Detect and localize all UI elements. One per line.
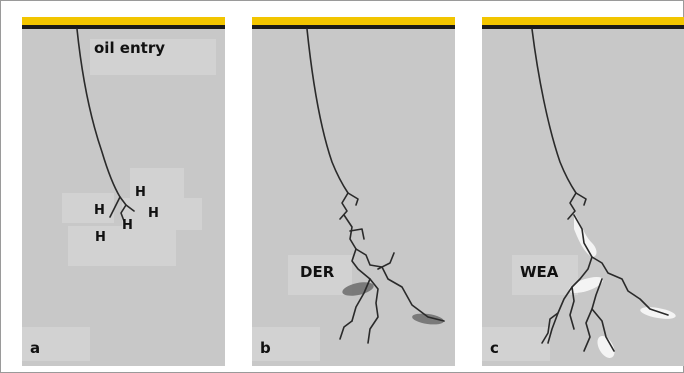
panel-a: oil entry H H H H H a <box>22 17 225 366</box>
hydrogen-marker: H <box>135 185 146 200</box>
rail-surface-yellow <box>482 17 684 25</box>
label-box-h-top <box>130 168 184 198</box>
der-label: DER <box>300 263 335 281</box>
rail-surface-dark <box>22 25 225 29</box>
label-box-oil-entry <box>90 39 216 75</box>
panel-b: DER b <box>252 17 455 366</box>
crack <box>76 28 135 222</box>
panel-a-drawing <box>22 17 225 361</box>
label-box-h-left <box>62 193 114 223</box>
panel-letter: a <box>30 339 41 357</box>
label-box-wea <box>512 255 578 295</box>
label-box-der <box>288 255 352 295</box>
hydrogen-marker: H <box>95 230 106 245</box>
derivative-stain <box>342 282 444 325</box>
hydrogen-marker: H <box>122 218 133 233</box>
panel-letter: c <box>490 339 499 357</box>
crack-network <box>531 28 669 352</box>
hydrogen-marker: H <box>148 206 159 221</box>
panel-c: WEA c <box>482 17 684 366</box>
rail-surface-yellow <box>22 17 225 25</box>
panel-c-drawing <box>482 17 684 361</box>
rail-surface-dark <box>252 25 455 29</box>
label-box-h-right <box>122 198 202 230</box>
oil-entry-label: oil entry <box>94 39 166 57</box>
label-box-h-bottom <box>68 226 176 266</box>
label-box-letter-c <box>482 327 550 361</box>
panel-letter: b <box>260 339 271 357</box>
wea-label: WEA <box>520 263 559 281</box>
label-box-letter-b <box>252 327 320 361</box>
crack-network <box>306 28 445 344</box>
rail-surface-yellow <box>252 17 455 25</box>
rail-surface-dark <box>482 25 684 29</box>
label-box-letter-a <box>22 327 90 361</box>
hydrogen-marker: H <box>94 203 105 218</box>
panel-b-drawing <box>252 17 455 361</box>
